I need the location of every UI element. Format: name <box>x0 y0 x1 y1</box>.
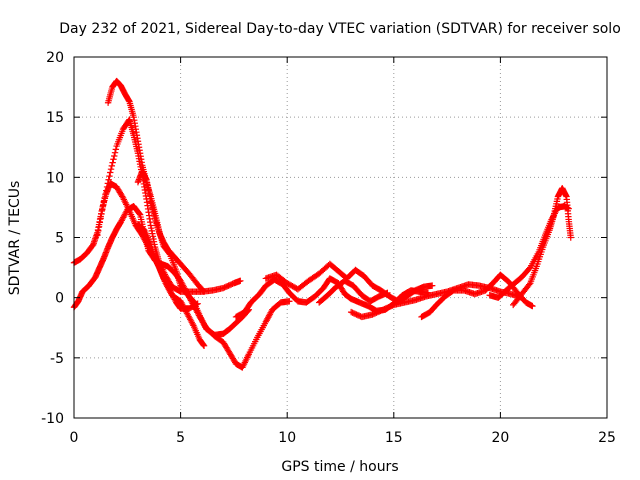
y-tick-label: 20 <box>46 50 64 66</box>
y-tick-label: -5 <box>50 351 64 367</box>
data-point <box>111 152 118 160</box>
data-point <box>112 146 120 153</box>
data-point <box>200 288 208 295</box>
series-track-3 <box>70 203 293 371</box>
data-point <box>110 156 117 163</box>
data-point <box>105 176 112 183</box>
data-point <box>237 277 244 285</box>
x-tick-label: 15 <box>385 430 403 446</box>
x-tick-label: 25 <box>598 430 616 446</box>
data-point <box>529 302 536 310</box>
series-track-13 <box>315 277 391 306</box>
y-tick-label: -10 <box>41 411 64 427</box>
data-marks <box>70 77 574 371</box>
data-point <box>525 281 533 288</box>
chart-title: Day 232 of 2021, Sidereal Day-to-day VTE… <box>59 21 621 37</box>
x-tick-label: 20 <box>491 430 509 446</box>
data-point <box>136 210 143 217</box>
series-track-5 <box>134 221 201 312</box>
y-tick-label: 0 <box>55 291 64 307</box>
data-point <box>106 172 113 180</box>
data-point <box>108 162 116 170</box>
series-track-4 <box>70 180 208 349</box>
data-point <box>111 149 119 156</box>
data-point <box>428 282 436 289</box>
data-point <box>109 159 116 166</box>
y-tick-label: 10 <box>46 170 64 186</box>
series-track-10 <box>418 271 536 321</box>
data-point <box>107 166 115 173</box>
data-point <box>286 298 293 305</box>
data-point <box>200 287 207 294</box>
data-point <box>194 300 201 307</box>
data-point <box>200 342 208 349</box>
data-point <box>384 289 391 297</box>
data-point <box>107 169 114 176</box>
x-tick-label: 0 <box>70 430 79 446</box>
data-point <box>193 301 200 308</box>
x-axis-title: GPS time / hours <box>281 459 398 475</box>
y-axis-title: SDTVAR / TECUs <box>7 181 23 296</box>
data-point <box>189 320 196 328</box>
series-track-12 <box>509 184 574 309</box>
y-tick-label: 5 <box>55 231 64 247</box>
series-track-6 <box>134 168 208 295</box>
y-tick-label: 15 <box>46 110 64 126</box>
x-tick-label: 10 <box>278 430 296 446</box>
data-point <box>567 234 574 241</box>
axis-ticks: 0 5 10 15 20 25 -10 -5 0 5 10 15 20 <box>41 50 616 446</box>
x-tick-label: 5 <box>176 430 185 446</box>
